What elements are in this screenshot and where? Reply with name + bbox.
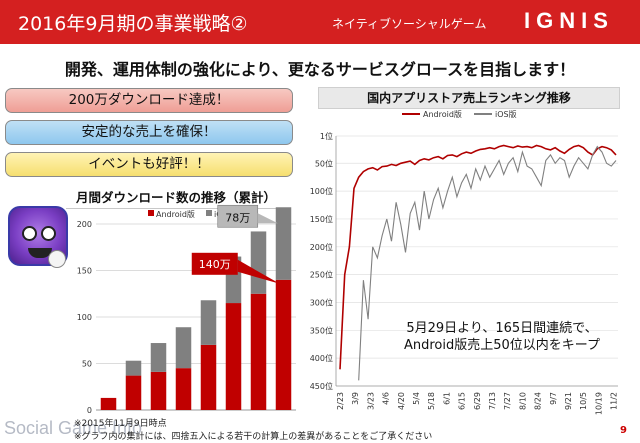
y-tick-label: 100 [77, 313, 92, 322]
bar-segment [250, 293, 267, 410]
x-tick-label: 3/23 [366, 392, 375, 410]
y-tick-label: 300位 [310, 297, 333, 307]
x-tick-label: 9/7 [549, 392, 558, 405]
x-tick-label: 11/2 [610, 392, 619, 410]
download-chart-title: 月間ダウンロード数の推移（累計） [66, 187, 286, 209]
android-series-line [339, 144, 617, 370]
legend-swatch [148, 210, 154, 216]
footnote-disclaimer: ※グラフ内の集計には、四捨五入による若干の計算上の差異があることをご了承ください [74, 432, 433, 442]
ranking-chart-title: 国内アプリストア売上ランキング推移 [318, 87, 620, 109]
x-tick-label: 6/1 [442, 392, 451, 405]
skull-icon [48, 250, 66, 268]
x-tick-label: 4/6 [382, 392, 391, 405]
app-icon [8, 206, 68, 266]
y-tick-label: 350位 [310, 325, 333, 335]
bar-segment [250, 231, 267, 294]
y-tick-label: 450位 [310, 381, 333, 391]
app-icon-eye [22, 226, 37, 241]
page-subtitle: ネイティブソーシャルゲーム [332, 17, 487, 31]
x-tick-label: 7/27 [503, 392, 512, 410]
bar-segment [225, 303, 242, 410]
header-bar: 2016年9月期の事業戦略② ネイティブソーシャルゲーム IGNIS [0, 0, 640, 44]
y-tick-label: 250位 [310, 270, 333, 280]
bar-segment [275, 279, 292, 410]
bar-segment [100, 397, 117, 410]
highlight-downloads: 200万ダウンロード達成！ [5, 88, 293, 113]
watermark: Social Game Info [4, 418, 143, 438]
bar-segment [200, 344, 217, 410]
callout-box [191, 252, 238, 275]
footnote-date: ※2015年11月9日時点 [74, 419, 167, 429]
legend-swatch [206, 210, 212, 216]
chart-annotation: Android版売上50位以内をキープ [404, 337, 600, 353]
download-bar-chart: Android版iOS版05010015020078万140万 [77, 204, 296, 415]
legend-label: Android版 [156, 209, 195, 219]
legend-label: iOS版 [495, 109, 517, 119]
y-tick-label: 400位 [310, 353, 333, 363]
x-tick-label: 7/13 [488, 392, 497, 410]
callout-pointer [237, 259, 280, 284]
bar-segment [275, 207, 292, 280]
x-tick-label: 2/23 [336, 392, 345, 410]
bar-segment [200, 300, 217, 345]
chart-annotation: 5月29日より、165日間連続で、 [406, 321, 597, 336]
ios-series-line [358, 145, 617, 381]
x-tick-label: 3/9 [351, 392, 360, 405]
y-tick-label: 150位 [310, 214, 333, 224]
page-number: 9 [620, 425, 627, 436]
page-title: 2016年9月期の事業戦略② [18, 13, 248, 35]
y-tick-label: 100位 [310, 186, 333, 196]
y-tick-label: 50 [82, 360, 92, 369]
x-tick-label: 6/15 [458, 392, 467, 410]
x-tick-label: 10/5 [579, 392, 588, 410]
bar-segment [150, 371, 167, 410]
x-tick-label: 9/21 [564, 392, 573, 410]
x-tick-label: 6/29 [473, 392, 482, 410]
ranking-line-chart: Android版 iOS版 1位 50位 100位 150位 200位 250位 300位 350… [310, 109, 619, 415]
lead-message: 開発、運用体制の強化により、更なるサービスグロースを目指します！ [64, 60, 576, 79]
y-tick-label: 50位 [315, 158, 333, 168]
app-icon-eye [41, 226, 56, 241]
y-tick-label: 200 [77, 220, 92, 229]
y-tick-label: 1位 [320, 131, 333, 141]
bar-segment [125, 375, 142, 410]
bar-segment [150, 343, 167, 372]
bar-segment [175, 368, 192, 410]
company-logo: IGNIS [524, 8, 614, 33]
x-tick-label: 5/4 [412, 392, 421, 405]
bar-segment [125, 360, 142, 376]
callout-ios: 78万 [217, 204, 278, 228]
callout-pointer [257, 213, 278, 224]
bar-segment [175, 327, 192, 369]
x-tick-label: 4/20 [397, 392, 406, 410]
x-tick-label: 8/24 [534, 392, 543, 410]
highlight-revenue: 安定的な売上を確保！ [5, 120, 293, 145]
callout-label: 140万 [199, 258, 231, 271]
y-tick-label: 0 [87, 406, 92, 415]
app-icon-mouth [28, 248, 52, 258]
callout-android: 140万 [191, 252, 280, 284]
callout-label: 78万 [225, 211, 250, 224]
legend-label: Android版 [423, 109, 462, 119]
x-tick-label: 8/10 [518, 392, 527, 410]
y-tick-label: 200位 [310, 242, 333, 252]
x-tick-label: 5/18 [427, 392, 436, 410]
x-tick-label: 10/19 [594, 392, 603, 415]
highlight-events: イベントも好評！！ [5, 152, 293, 177]
y-tick-label: 150 [77, 267, 92, 276]
